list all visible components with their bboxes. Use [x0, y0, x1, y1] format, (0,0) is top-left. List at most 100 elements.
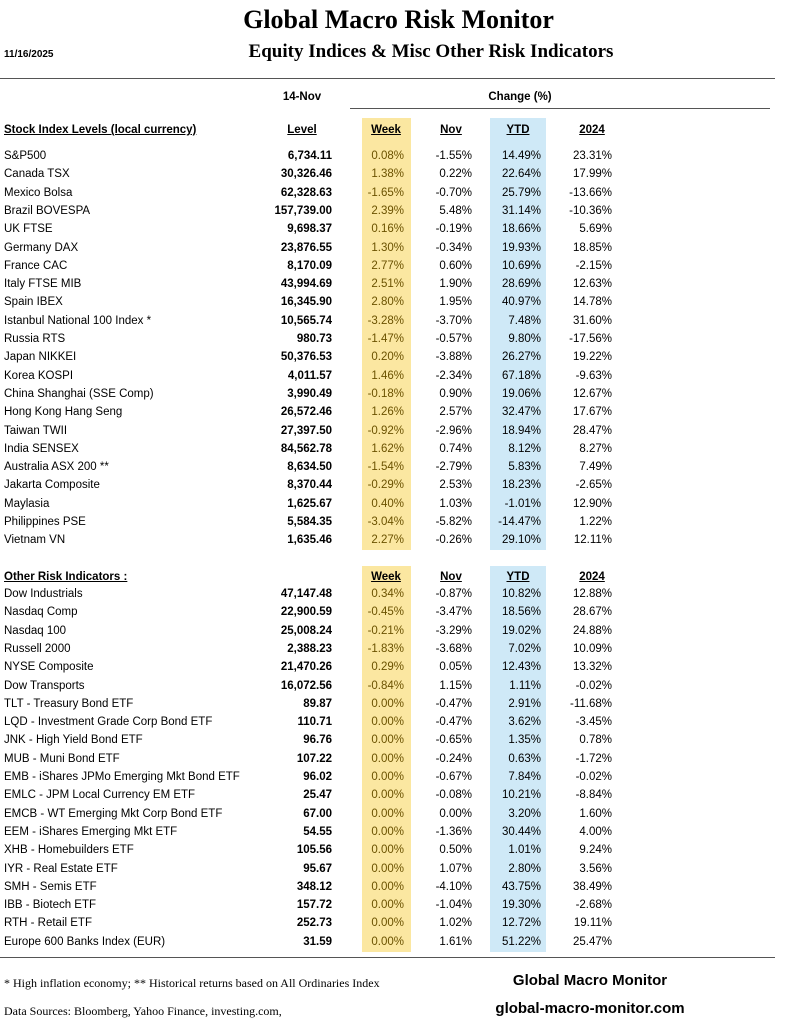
cell-nov: -0.67% — [435, 771, 472, 783]
cell-week: 2.27% — [371, 534, 404, 547]
cell-week: -1.65% — [367, 186, 404, 199]
cell-level: 105.56 — [296, 844, 332, 857]
cell-y2024: 10.09% — [572, 642, 612, 655]
row-label: Hong Kong Hang Seng — [4, 406, 123, 419]
column-header: Week — [371, 124, 401, 136]
row-label: Brazil BOVESPA — [4, 204, 91, 217]
cell-y2024: 24.88% — [572, 624, 612, 637]
cell-ytd: 5.83% — [508, 461, 541, 474]
cell-nov: 1.07% — [439, 862, 472, 875]
cell-ytd: 12.43% — [501, 661, 541, 674]
cell-level: 16,345.90 — [280, 296, 332, 309]
cell-nov: -0.70% — [435, 186, 472, 199]
row-label: Nasdaq 100 — [4, 624, 67, 637]
row-label: Spain IBEX — [4, 296, 63, 309]
row-label: EEM - iShares Emerging Mkt ETF — [4, 825, 178, 838]
cell-level: 54.55 — [303, 825, 332, 838]
cell-ytd: 10.82% — [501, 588, 541, 600]
cell-level: 67.00 — [303, 807, 332, 820]
row-label: Jakarta Composite — [4, 479, 100, 492]
cell-ytd: 19.02% — [501, 624, 541, 637]
cell-ytd: -14.47% — [498, 516, 541, 528]
cell-ytd: 25.79% — [501, 186, 541, 199]
cell-level: 27,397.50 — [280, 424, 332, 437]
row-label: Taiwan TWII — [4, 424, 68, 437]
cell-y2024: -10.36% — [569, 204, 612, 217]
cell-week: -0.18% — [367, 387, 404, 400]
cell-y2024: 12.63% — [572, 278, 612, 291]
column-header: Level — [287, 124, 317, 136]
cell-week: -0.21% — [367, 624, 404, 637]
cell-level: 5,584.35 — [287, 516, 332, 528]
cell-nov: 0.00% — [439, 807, 472, 820]
cell-nov: -0.08% — [435, 789, 472, 802]
cell-y2024: -0.02% — [575, 771, 612, 783]
row-label: LQD - Investment Grade Corp Bond ETF — [4, 716, 213, 729]
cell-week: 0.00% — [371, 697, 404, 710]
cell-level: 2,388.23 — [287, 642, 332, 655]
cell-ytd: 19.93% — [501, 241, 541, 254]
cell-level: 157,739.00 — [274, 204, 332, 217]
cell-week: 0.34% — [371, 588, 404, 600]
cell-nov: 0.50% — [439, 844, 472, 857]
cell-ytd: 7.02% — [508, 642, 541, 655]
cell-level: 110.71 — [297, 716, 332, 729]
cell-nov: -3.68% — [435, 642, 472, 655]
cell-week: 0.20% — [371, 351, 404, 364]
cell-nov: -3.47% — [435, 606, 472, 619]
cell-week: 0.00% — [371, 917, 404, 930]
cell-y2024: 9.24% — [579, 844, 612, 857]
cell-y2024: 12.88% — [572, 588, 612, 600]
cell-nov: 2.57% — [439, 406, 472, 419]
row-label: EMB - iShares JPMo Emerging Mkt Bond ETF — [4, 771, 240, 783]
row-label: China Shanghai (SSE Comp) — [4, 387, 154, 400]
footnote: * High inflation economy; ** Historical … — [4, 976, 380, 990]
cell-level: 3,990.49 — [287, 387, 332, 400]
cell-ytd: 32.47% — [501, 406, 541, 419]
cell-ytd: 14.49% — [501, 150, 541, 162]
row-label: Philippines PSE — [4, 516, 86, 528]
row-label: IBB - Biotech ETF — [4, 899, 97, 912]
cell-y2024: 13.32% — [572, 661, 612, 674]
cell-ytd: 18.66% — [501, 223, 541, 236]
cell-ytd: 18.23% — [501, 479, 541, 492]
cell-ytd: 31.14% — [501, 204, 541, 217]
cell-level: 21,470.26 — [280, 661, 332, 674]
cell-level: 107.22 — [296, 752, 332, 765]
week-highlight — [362, 566, 411, 952]
cell-y2024: -1.72% — [575, 752, 612, 765]
column-header: Nov — [440, 124, 462, 136]
cell-y2024: -3.45% — [575, 716, 612, 729]
rule — [0, 78, 775, 79]
cell-week: -3.28% — [367, 314, 404, 327]
cell-ytd: 1.01% — [508, 844, 541, 857]
row-label: Maylasia — [4, 497, 50, 510]
cell-nov: -3.29% — [435, 624, 472, 637]
cell-nov: -4.10% — [435, 880, 472, 893]
cell-week: -0.84% — [367, 679, 404, 692]
cell-level: 31.59 — [303, 935, 332, 948]
cell-week: -1.83% — [367, 642, 404, 655]
ytd-highlight — [490, 566, 546, 952]
section-label: Stock Index Levels (local currency) — [4, 124, 197, 136]
cell-ytd: 7.84% — [508, 771, 541, 783]
row-label: Mexico Bolsa — [4, 186, 73, 199]
cell-nov: 0.74% — [439, 442, 472, 455]
cell-y2024: -0.02% — [575, 679, 612, 692]
cell-nov: 1.90% — [439, 278, 472, 291]
row-label: Australia ASX 200 ** — [4, 461, 109, 474]
row-label: Korea KOSPI — [4, 369, 74, 382]
cell-ytd: 2.80% — [508, 862, 541, 875]
cell-level: 157.72 — [296, 899, 332, 912]
column-header: YTD — [506, 571, 530, 583]
cell-nov: 1.95% — [439, 296, 472, 309]
row-label: France CAC — [4, 259, 68, 272]
row-label: RTH - Retail ETF — [4, 917, 92, 930]
cell-y2024: 12.67% — [572, 387, 612, 400]
cell-nov: 0.60% — [439, 259, 472, 272]
cell-level: 1,625.67 — [287, 497, 332, 510]
cell-week: -0.45% — [367, 606, 404, 619]
cell-nov: 5.48% — [439, 204, 472, 217]
row-label: Canada TSX — [4, 168, 70, 181]
cell-y2024: -2.15% — [575, 259, 612, 272]
